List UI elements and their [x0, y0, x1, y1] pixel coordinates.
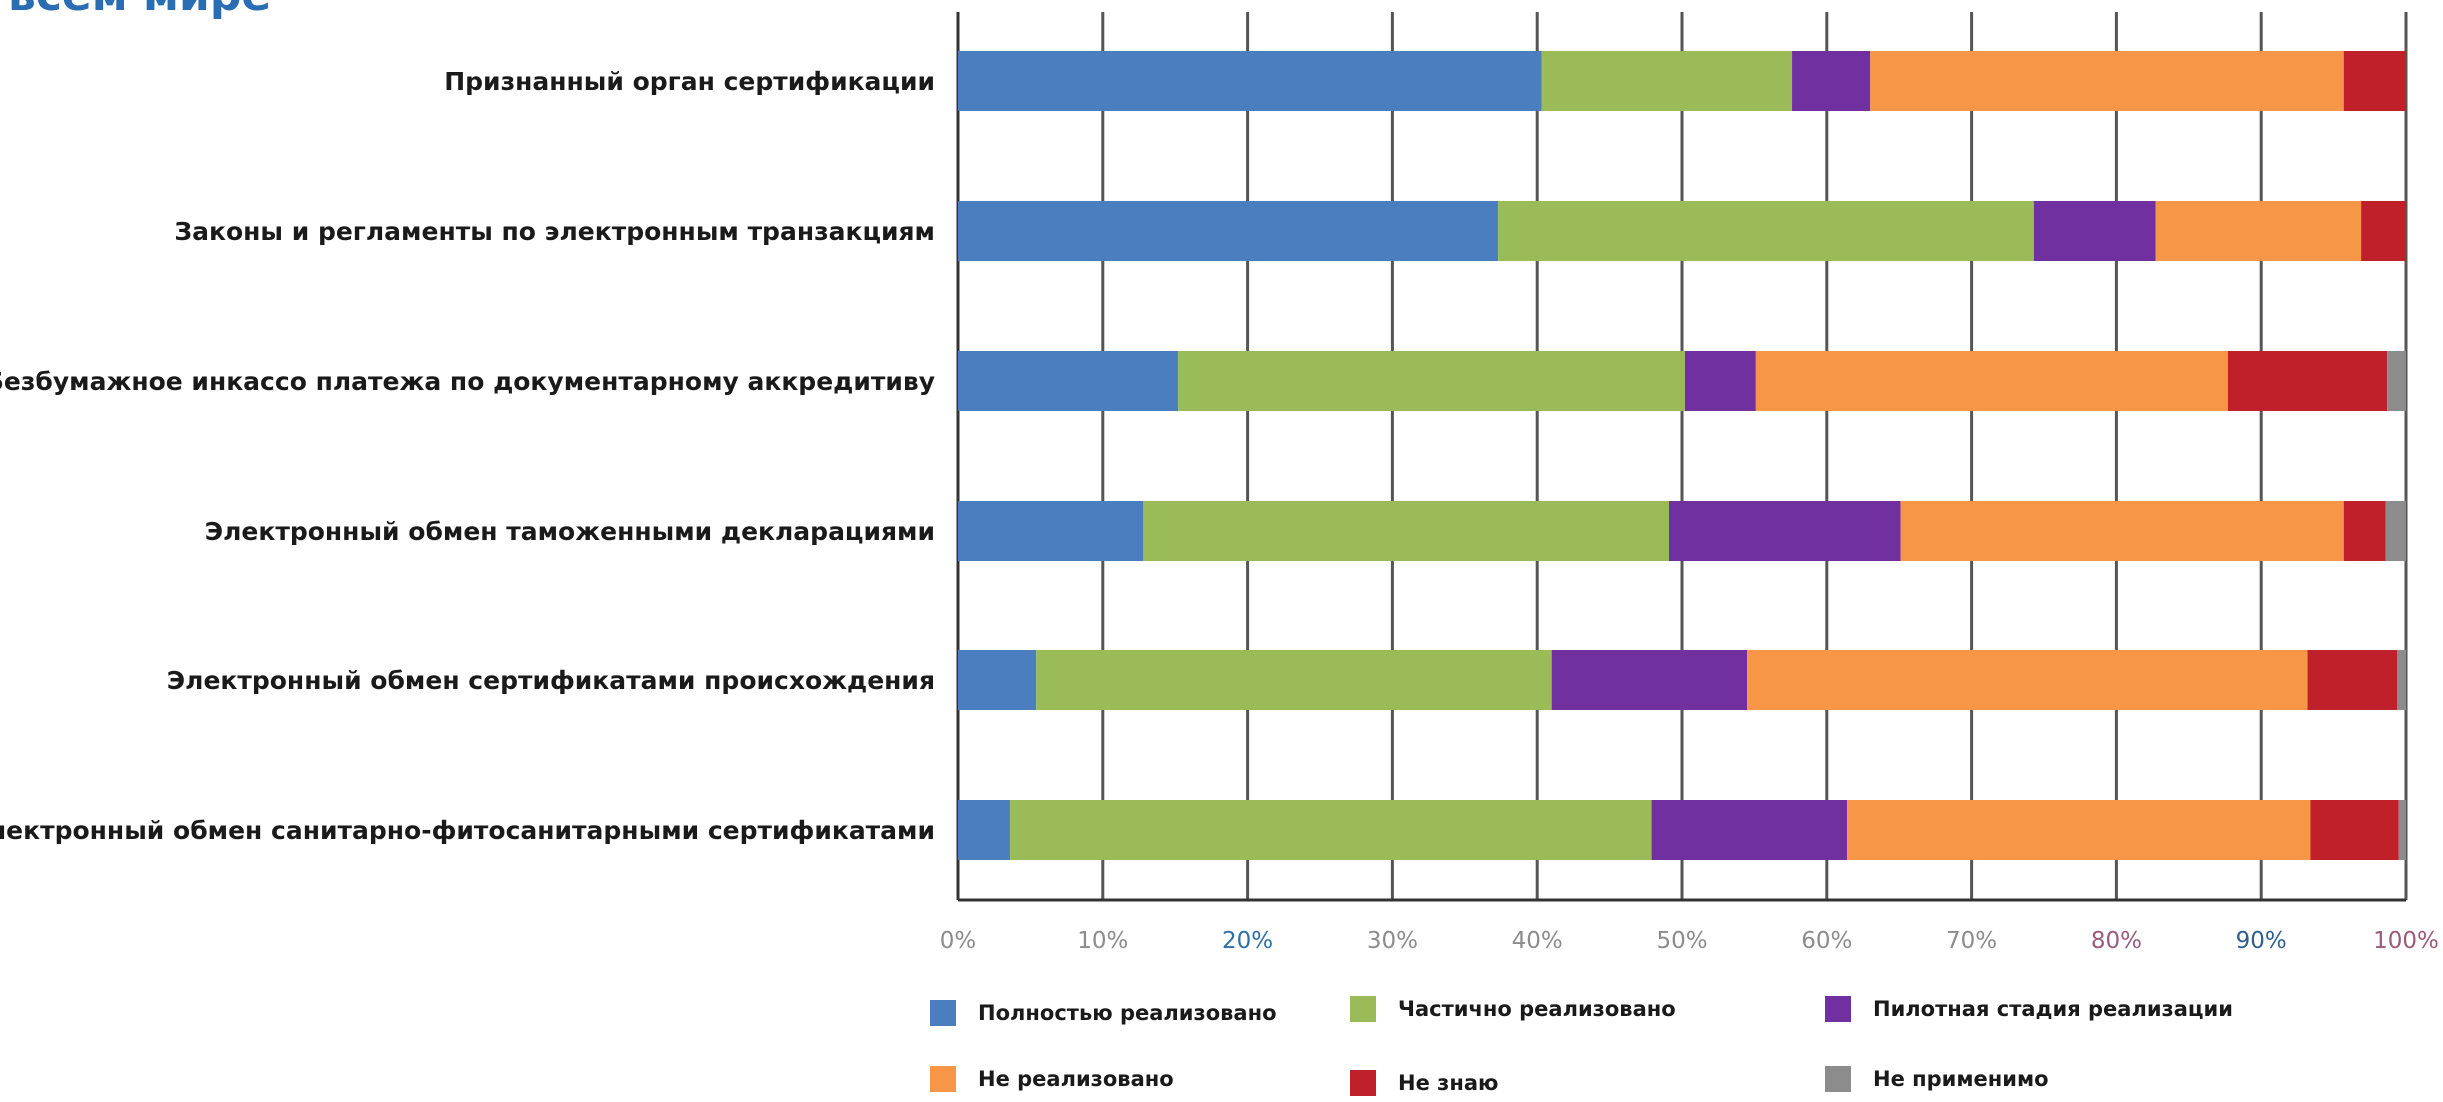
- legend-item: Пилотная стадия реализации: [1825, 996, 2233, 1022]
- category-label: Безбумажное инкассо платежа по документа…: [0, 367, 935, 396]
- legend-label: Полностью реализовано: [978, 1001, 1277, 1025]
- legend-swatch: [930, 1066, 956, 1092]
- category-label: Законы и регламенты по электронным транз…: [174, 217, 935, 246]
- x-tick-label: 70%: [1946, 928, 1997, 954]
- bar-segment: [2155, 201, 2362, 261]
- bar-segment: [1651, 800, 1848, 860]
- bar-segment: [958, 351, 1179, 411]
- bar-segment: [1747, 650, 2308, 710]
- legend-swatch: [1350, 1070, 1376, 1096]
- legend-label: Не реализовано: [978, 1067, 1174, 1091]
- bar-segment: [1870, 51, 2344, 111]
- bar-segment: [1900, 501, 2344, 561]
- bar-segment: [1541, 51, 1793, 111]
- category-label: Электронный обмен таможенными декларация…: [205, 517, 935, 546]
- legend-swatch: [1350, 996, 1376, 1022]
- bar-segment: [2307, 650, 2398, 710]
- bar-segment: [1498, 201, 2034, 261]
- bar-segment: [2033, 201, 2156, 261]
- legend-label: Частично реализовано: [1398, 997, 1676, 1021]
- category-label: Электронный обмен санитарно-фитосанитарн…: [0, 816, 935, 845]
- legend-item: Не знаю: [1350, 1070, 1498, 1096]
- x-tick-label: 90%: [2236, 928, 2287, 954]
- legend-swatch: [1825, 1066, 1851, 1092]
- x-tick-label: 20%: [1222, 928, 1273, 954]
- x-tick-label: 0%: [940, 928, 977, 954]
- bar-segment: [958, 800, 1011, 860]
- bar-segment: [958, 51, 1542, 111]
- bar-segment: [1551, 650, 1748, 710]
- x-tick-label: 60%: [1801, 928, 1852, 954]
- bar-segment: [2310, 800, 2399, 860]
- legend-label: Не знаю: [1398, 1071, 1499, 1095]
- bar-segment: [1684, 351, 1756, 411]
- bar-segment: [2343, 501, 2386, 561]
- bar-segment: [2227, 351, 2388, 411]
- x-tick-label: 10%: [1077, 928, 1128, 954]
- bar-segment: [2343, 51, 2406, 111]
- legend-item: Не применимо: [1825, 1066, 2049, 1092]
- legend-label: Пилотная стадия реализации: [1873, 997, 2233, 1021]
- legend-swatch: [1825, 996, 1851, 1022]
- bar-segment: [958, 650, 1037, 710]
- bar-segment: [2385, 501, 2406, 561]
- legend-item: Не реализовано: [930, 1066, 1174, 1092]
- legend-item: Полностью реализовано: [930, 1000, 1277, 1026]
- bar-segment: [2361, 201, 2406, 261]
- bar-segment: [1010, 800, 1652, 860]
- x-tick-label: 30%: [1367, 928, 1418, 954]
- bar-segment: [958, 501, 1144, 561]
- bar-segment: [1792, 51, 1871, 111]
- bar-segment: [1668, 501, 1901, 561]
- legend-item: Частично реализовано: [1350, 996, 1676, 1022]
- x-tick-label: 40%: [1512, 928, 1563, 954]
- category-label: Признанный орган сертификации: [444, 67, 935, 96]
- bar-segment: [1847, 800, 2311, 860]
- bar-segment: [1755, 351, 2228, 411]
- x-tick-label: 50%: [1656, 928, 1707, 954]
- x-tick-label: 100%: [2373, 928, 2439, 954]
- x-tick-label: 80%: [2091, 928, 2142, 954]
- legend-swatch: [930, 1000, 956, 1026]
- stacked-bar-chart: 0% 10% 20% 30% 40% 50% 60% 70% 80% 90% 100% Признан…: [0, 12, 2439, 954]
- bar-segment: [958, 201, 1499, 261]
- bar-segment: [2387, 351, 2406, 411]
- bar-segment: [1036, 650, 1552, 710]
- bar-segment: [2397, 650, 2406, 710]
- bar-segment: [2398, 800, 2406, 860]
- bar-segment: [1178, 351, 1685, 411]
- page-title: всем мире: [8, 0, 271, 21]
- category-label: Электронный обмен сертификатами происхож…: [167, 666, 935, 695]
- chart-legend: Полностью реализовано Частично реализован…: [930, 996, 2350, 1096]
- legend-label: Не применимо: [1873, 1067, 2049, 1091]
- bar-segment: [1143, 501, 1669, 561]
